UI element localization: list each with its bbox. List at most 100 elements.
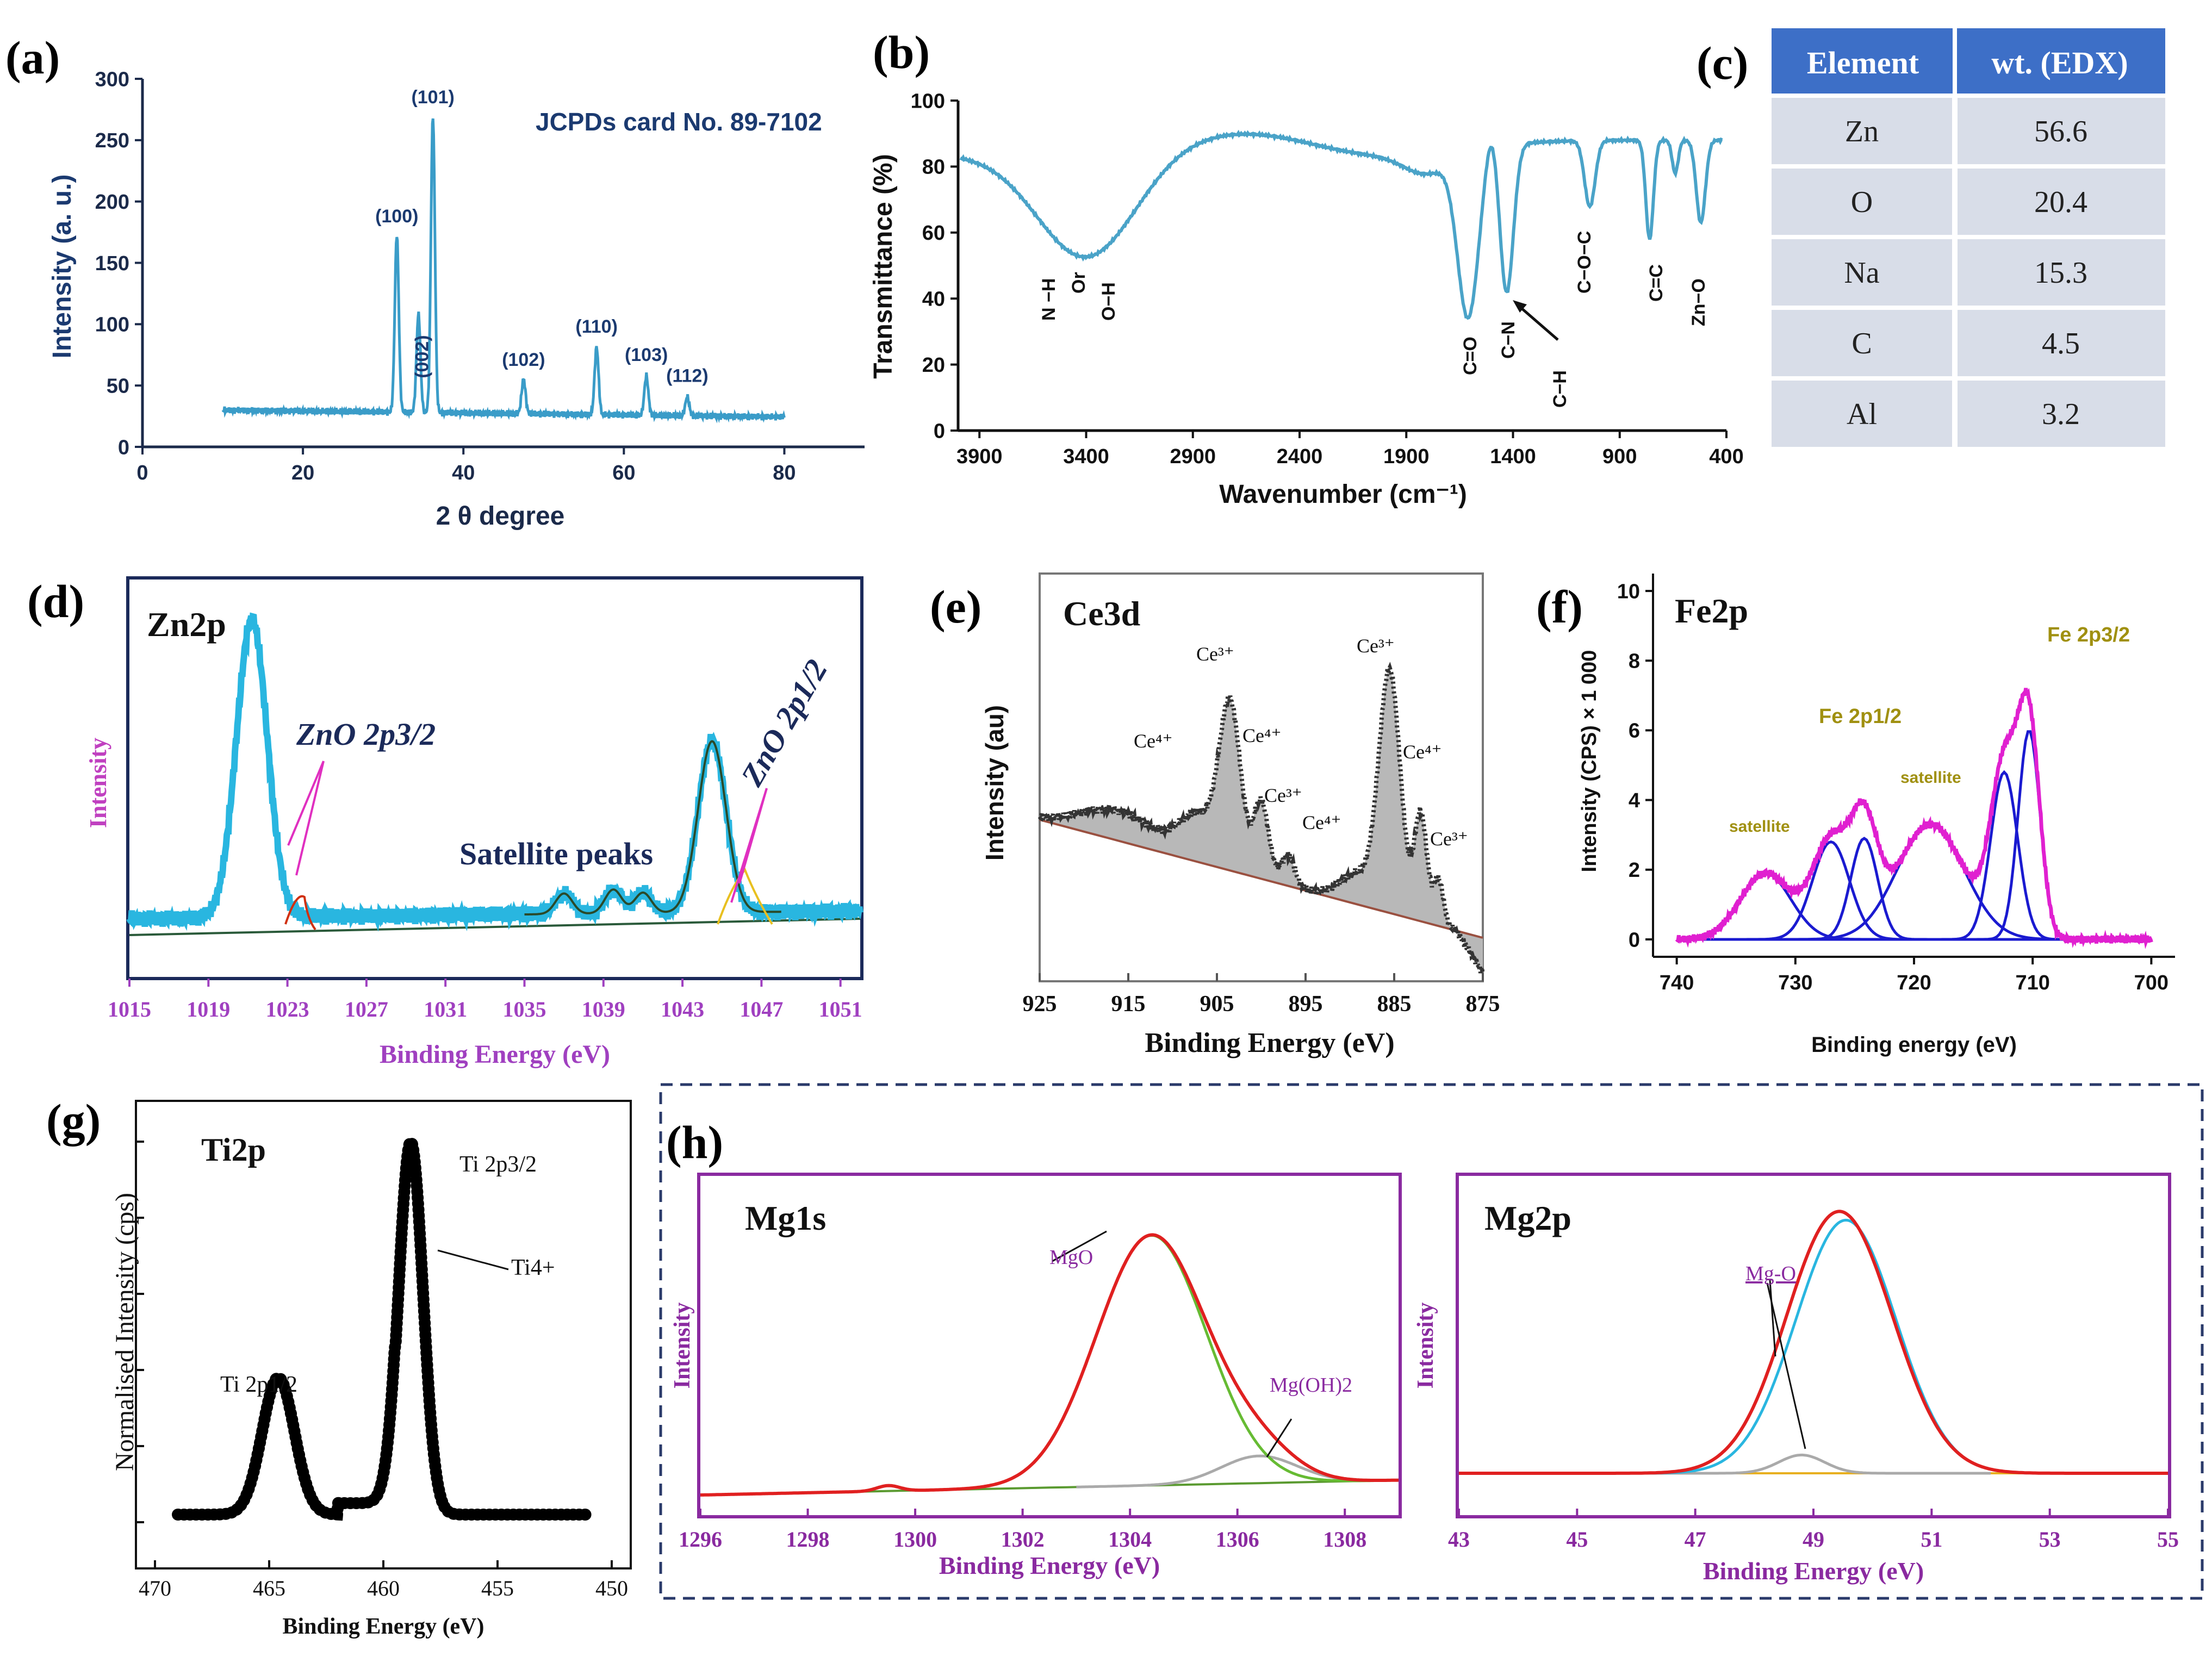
ftir-series-line	[959, 129, 1723, 320]
g-xtick-label: 450	[595, 1576, 628, 1600]
a-ytick-label: 200	[95, 191, 129, 214]
table-cell-wt: 3.2	[2042, 397, 2080, 431]
table-cell-wt: 4.5	[2042, 327, 2080, 360]
e-annot-ce4-2: Ce⁴⁺	[1242, 725, 1282, 746]
f-xtick-label: 740	[1660, 971, 1694, 994]
d-title: Zn2p	[147, 605, 226, 644]
ftir-annot-cc: C=C	[1646, 264, 1667, 302]
h1-xtick-label: 1300	[893, 1527, 937, 1552]
e-xtick-label: 925	[1023, 992, 1057, 1017]
f-xtick-label: 710	[2015, 971, 2049, 994]
a-xtick-label: 80	[773, 462, 796, 484]
mg2p-series-line	[1459, 1210, 2168, 1475]
d-xtick-label: 1027	[345, 997, 388, 1022]
panel-d-chart: 1015 1019 1023 1027 1031 1035 1039 1043 1047 1051…	[85, 576, 863, 1069]
h1-xtick-label: 1298	[786, 1527, 830, 1552]
h1-annot-mgo: MgO	[1049, 1246, 1093, 1269]
a-ytick-label: 0	[118, 436, 129, 459]
h2-annot-mgo: Mg-O	[1745, 1262, 1796, 1285]
table-cell-wt: 15.3	[2034, 256, 2087, 290]
ftir-annot-co: C=O	[1460, 337, 1481, 375]
d-annot-2p32: ZnO 2p3/2	[296, 717, 436, 752]
table-cell-element: O	[1851, 185, 1873, 219]
h2-ylabel: Intensity	[1413, 1303, 1438, 1389]
f-annot-satellite-1: satellite	[1729, 818, 1790, 836]
g-xtick-label: 465	[253, 1576, 285, 1600]
table-header-element: Element	[1807, 45, 1919, 80]
panel-label-d: (d)	[27, 575, 84, 627]
f-title: Fe2p	[1675, 591, 1748, 630]
h2-xtick-label: 45	[1566, 1527, 1588, 1552]
a-ytick-label: 50	[107, 375, 129, 397]
e-annot-ce3-2: Ce³⁺	[1264, 784, 1302, 806]
a-ytick-label: 250	[95, 129, 129, 152]
e-xtick-label: 895	[1289, 992, 1323, 1017]
f-annot-satellite-2: satellite	[1900, 769, 1961, 787]
e-annot-ce4-4: Ce⁴⁺	[1403, 741, 1442, 763]
e-annot-ce4-3: Ce⁴⁺	[1302, 812, 1341, 833]
f-ytick-label: 2	[1629, 859, 1640, 882]
mg1s-series-line	[700, 1233, 1399, 1497]
panel-h-frame	[659, 1083, 2204, 1600]
b-ytick-label: 100	[911, 90, 945, 113]
a-xtick-label: 20	[291, 462, 314, 484]
table-cell-element: Na	[1844, 256, 1879, 290]
ce3d-series-line	[1037, 662, 1485, 974]
panel-c-table: Element wt. (EDX) Zn 56.6 O 20.4 Na 15.3 C 4.5 A…	[1772, 28, 2165, 447]
g-xtick-label: 460	[367, 1576, 400, 1600]
h1-xtick-label: 1308	[1323, 1527, 1366, 1552]
xrd-peak-label: (002)	[412, 335, 433, 378]
h1-xtick-label: 1306	[1216, 1527, 1259, 1552]
b-ytick-label: 60	[922, 222, 945, 245]
f-xtick-label: 730	[1778, 971, 1812, 994]
g-annot-ti4: Ti4+	[511, 1255, 555, 1280]
table-cell-bg	[1772, 239, 1952, 306]
b-xtick-label: 400	[1709, 445, 1743, 468]
f-ytick-label: 10	[1617, 580, 1640, 603]
b-ytick-label: 40	[922, 288, 945, 311]
d-xlabel: Binding Energy (eV)	[380, 1040, 610, 1069]
panel-label-h: (h)	[666, 1116, 723, 1168]
fe2p-series-line	[1675, 688, 2153, 949]
e-xtick-label: 905	[1200, 992, 1234, 1017]
table-cell-element: Zn	[1845, 115, 1879, 148]
ftir-annot-or: Or	[1068, 272, 1089, 294]
d-xtick-label: 1051	[819, 997, 862, 1022]
g-xtick-label: 470	[139, 1576, 171, 1600]
panel-e-chart: 925 915 905 895 885 875 Ce3d Ce⁴⁺ Ce³⁺ Ce⁴⁺ C…	[980, 572, 1500, 1058]
d-annot-2p12: ZnO 2p1/2	[734, 653, 834, 792]
panel-h-mg1s-chart: 1296 1298 1300 1302 1304 1306 1308 Mg1s MgO Mg…	[670, 1173, 1402, 1579]
a-xtick-label: 60	[612, 462, 635, 484]
d-xtick-label: 1047	[740, 997, 783, 1022]
a-xlabel: 2 θ degree	[436, 502, 565, 531]
g-annot-2p32: Ti 2p3/2	[459, 1152, 537, 1177]
xrd-peak-label: (110)	[575, 316, 618, 337]
table-cell-bg	[1958, 381, 2165, 447]
panel-label-e: (e)	[930, 581, 981, 633]
h2-xtick-label: 49	[1803, 1527, 1824, 1552]
b-ylabel: Transmittance (%)	[869, 154, 898, 378]
h1-xlabel: Binding Energy (eV)	[939, 1552, 1160, 1579]
b-xtick-label: 3900	[956, 445, 1003, 468]
d-xtick-label: 1039	[582, 997, 625, 1022]
ftir-annot-cn: C−N	[1498, 321, 1519, 359]
b-xtick-label: 2400	[1277, 445, 1323, 468]
panel-label-a: (a)	[5, 32, 60, 84]
jcpds-annotation: JCPDs card No. 89-7102	[536, 108, 822, 136]
h2-xtick-label: 43	[1448, 1527, 1470, 1552]
b-ytick-label: 0	[934, 420, 945, 443]
a-ylabel: Intensity (a. u.)	[48, 175, 77, 359]
g-title: Ti2p	[201, 1132, 266, 1168]
b-ytick-label: 80	[922, 156, 945, 179]
g-annot-2p12: Ti 2p1/2	[220, 1372, 297, 1397]
table-cell-bg	[1958, 98, 2165, 164]
h2-title: Mg2p	[1484, 1199, 1571, 1237]
e-xtick-label: 875	[1466, 992, 1500, 1017]
e-xlabel: Binding Energy (eV)	[1145, 1027, 1394, 1058]
d-xtick-label: 1023	[266, 997, 309, 1022]
e-title: Ce3d	[1063, 594, 1140, 633]
panel-a-chart: 0 20 40 60 80 0 50 100 150 200 250 300 (100) (002) (1…	[48, 68, 865, 531]
e-ylabel: Intensity (au)	[980, 705, 1009, 861]
f-xtick-label: 700	[2134, 971, 2168, 994]
h2-xtick-label: 51	[1921, 1527, 1942, 1552]
